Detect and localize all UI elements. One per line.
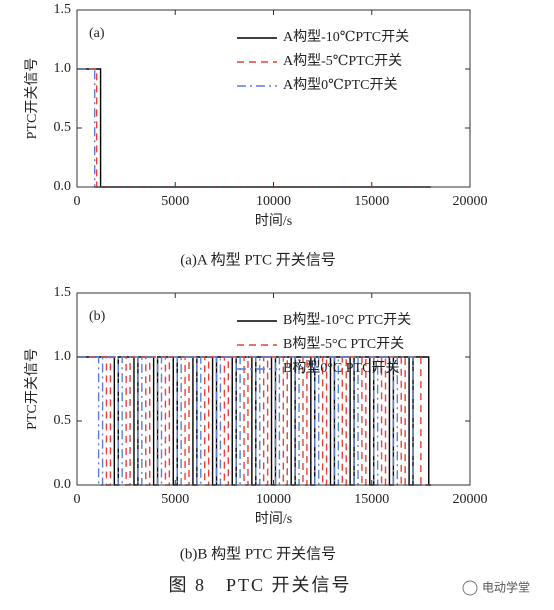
series-line [77, 356, 431, 486]
y-tick-label: 0.0 [54, 179, 72, 194]
watermark: 电动学堂 [482, 580, 530, 595]
y-tick-label: 1.0 [54, 61, 72, 76]
legend-label: A构型-10℃PTC开关 [283, 29, 409, 45]
x-axis-label: 时间/s [255, 213, 292, 229]
watermark-icon [462, 580, 478, 596]
series-line [77, 68, 431, 188]
y-tick-label: 0.5 [54, 413, 72, 428]
x-tick-label: 10000 [256, 492, 291, 507]
x-tick-label: 0 [74, 194, 81, 209]
y-tick-label: 0.5 [54, 120, 72, 135]
series-line [77, 356, 431, 486]
legend-label: A构型-5℃PTC开关 [283, 53, 402, 69]
caption: (b)B 构型 PTC 开关信号 [180, 545, 336, 562]
figure-caption: 图 8 PTC 开关信号 [168, 575, 351, 595]
legend-label: B构型-10°C PTC开关 [283, 312, 411, 328]
legend-label: B构型-5°C PTC开关 [283, 336, 404, 352]
x-tick-label: 5000 [161, 492, 189, 507]
x-tick-label: 15000 [354, 492, 389, 507]
plot-frame [76, 9, 471, 188]
x-tick-label: 5000 [161, 194, 189, 209]
y-axis-label: PTC开关信号 [24, 58, 40, 140]
y-tick-label: 0.0 [54, 477, 72, 492]
plot-frame [76, 292, 471, 486]
x-tick-label: 0 [74, 492, 81, 507]
y-tick-label: 1.5 [54, 285, 72, 300]
y-tick-label: 1.5 [54, 2, 72, 17]
panel-label: (b) [89, 309, 106, 324]
legend-label: A构型0℃PTC开关 [283, 77, 397, 93]
x-tick-label: 10000 [256, 194, 291, 209]
x-tick-label: 15000 [354, 194, 389, 209]
panel-label: (a) [89, 26, 105, 41]
x-axis-label: 时间/s [255, 511, 292, 527]
x-tick-label: 20000 [453, 492, 488, 507]
y-axis-label: PTC开关信号 [24, 348, 40, 430]
caption: (a)A 构型 PTC 开关信号 [180, 251, 335, 268]
legend-label: B构型0°C PTC开关 [283, 360, 399, 376]
x-tick-label: 20000 [453, 194, 488, 209]
y-tick-label: 1.0 [54, 349, 72, 364]
